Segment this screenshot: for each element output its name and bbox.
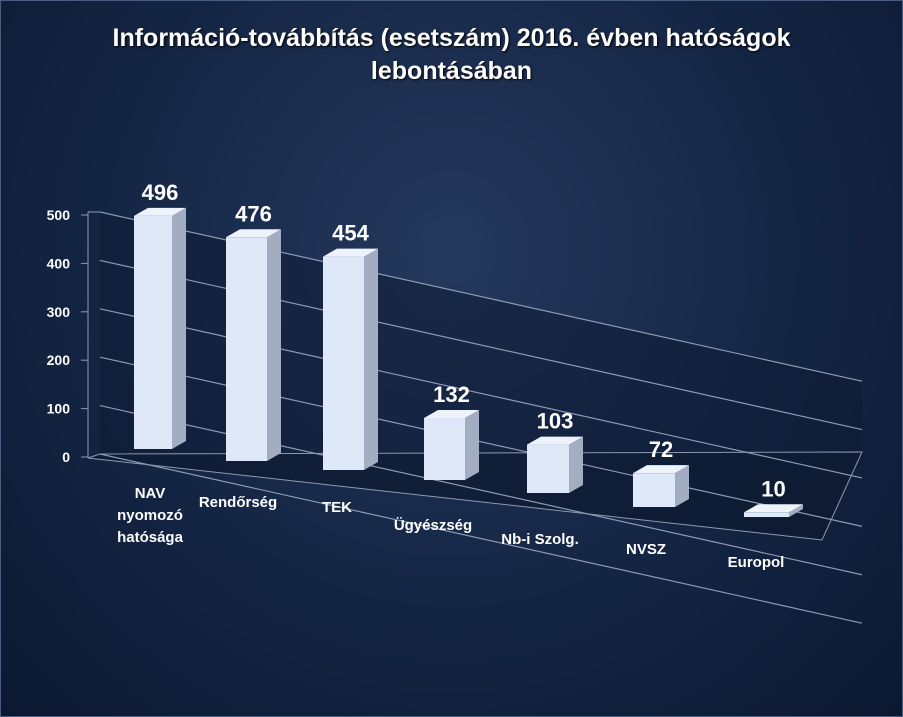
data-label: 72	[649, 437, 673, 462]
x-category-label: Ügyészség	[394, 517, 472, 534]
data-label: 103	[537, 409, 574, 434]
bar	[226, 237, 267, 461]
x-category-label: NAV nyomozó hatósága	[117, 485, 184, 546]
bar-side	[465, 409, 479, 480]
bar-side	[675, 465, 689, 507]
bar-top	[134, 207, 186, 216]
data-label: 10	[761, 476, 785, 501]
bar-side	[172, 207, 186, 449]
x-category-label: TEK	[322, 499, 352, 516]
x-category-label: NVSZ	[626, 541, 666, 558]
bar-top	[744, 504, 803, 513]
data-label: 454	[332, 221, 369, 246]
bar-side	[364, 248, 378, 470]
bar	[134, 215, 172, 449]
data-label: 132	[433, 382, 470, 407]
bar	[527, 444, 569, 493]
bar	[323, 256, 364, 470]
chart-title: Információ-továbbítás (esetszám) 2016. é…	[112, 24, 791, 85]
x-category-label: Nb-i Szolg.	[501, 531, 579, 548]
bar-side	[267, 229, 281, 461]
y-tick-label: 300	[47, 304, 71, 320]
gridline	[99, 453, 863, 624]
bar-top	[226, 229, 281, 238]
data-label: 496	[142, 180, 179, 205]
bar	[424, 417, 465, 480]
y-tick-label: 500	[47, 207, 71, 223]
y-tick-label: 0	[62, 449, 70, 465]
bar	[744, 512, 789, 517]
bar-top	[527, 436, 583, 445]
bar-top	[424, 409, 479, 418]
bar-side	[789, 504, 803, 517]
x-category-label: Europol	[728, 554, 785, 571]
data-label: 476	[235, 201, 272, 226]
y-tick-label: 200	[47, 352, 71, 368]
back-wall	[100, 212, 862, 454]
bar-top	[633, 465, 689, 474]
bar-side	[569, 436, 583, 493]
bar-top	[323, 248, 378, 257]
y-tick-label: 100	[47, 401, 71, 417]
bar	[633, 473, 675, 507]
x-category-label: Rendőrség	[199, 494, 277, 511]
y-tick-label: 400	[47, 255, 71, 271]
